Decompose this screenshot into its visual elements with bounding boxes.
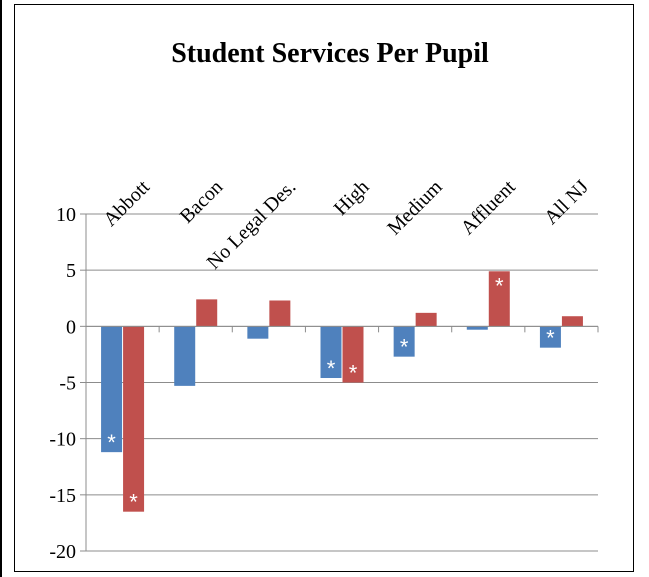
significance-marker: * — [495, 273, 504, 298]
y-tick-label: -20 — [49, 541, 76, 563]
category-label: Affluent — [457, 176, 521, 240]
y-tick-label: 10 — [56, 204, 76, 226]
y-tick-label: -15 — [49, 485, 76, 507]
gridlines — [80, 213, 598, 552]
bar — [561, 316, 583, 327]
y-tick-label: 0 — [66, 316, 76, 338]
significance-marker: * — [400, 335, 409, 360]
bar — [488, 271, 510, 327]
significance-marker: * — [129, 490, 138, 515]
bar — [101, 326, 123, 453]
y-tick-label: -10 — [49, 429, 76, 451]
category-label: Medium — [383, 176, 447, 240]
bar — [415, 312, 437, 327]
bar — [393, 326, 415, 357]
category-label: High — [330, 176, 374, 220]
y-tick-labels: 10 5 0 -5 -10 -15 -20 — [49, 204, 76, 563]
bar — [247, 326, 269, 339]
significance-marker: * — [349, 361, 358, 386]
bar — [342, 326, 364, 383]
category-label: Abbott — [99, 176, 154, 231]
chart-frame — [14, 4, 634, 572]
category-label: All NJ — [540, 176, 593, 229]
bars: * * * * * * * — [101, 271, 583, 515]
chart-title: Student Services Per Pupil — [171, 38, 489, 69]
category-label: Bacon — [176, 176, 228, 228]
significance-marker: * — [107, 430, 116, 455]
bar — [320, 326, 342, 379]
bar — [123, 326, 145, 512]
significance-marker: * — [327, 356, 336, 381]
axes — [85, 214, 599, 551]
y-tick-label: 5 — [66, 260, 76, 282]
significance-marker: * — [546, 326, 555, 351]
bar — [539, 326, 561, 348]
bar — [196, 299, 218, 327]
bar — [466, 326, 488, 330]
bar — [174, 326, 196, 386]
left-edge-line — [0, 0, 2, 577]
bar — [269, 300, 291, 327]
y-tick-label: -5 — [59, 373, 76, 395]
